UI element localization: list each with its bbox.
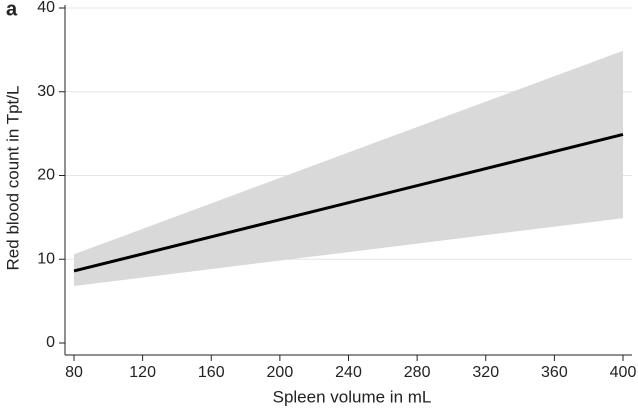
x-axis-label: Spleen volume in mL — [273, 387, 432, 406]
confidence-band — [74, 50, 623, 287]
x-tick-label: 400 — [610, 364, 637, 381]
y-axis-label: Red blood count in Tpt/L — [3, 86, 22, 271]
x-tick-label: 120 — [129, 364, 156, 381]
x-tick-label: 160 — [198, 364, 225, 381]
y-tick-label: 40 — [37, 0, 55, 16]
fit-line — [73, 133, 624, 273]
y-tick-label: 0 — [46, 334, 55, 351]
x-tick-label: 280 — [404, 364, 431, 381]
x-tick-label: 200 — [267, 364, 294, 381]
x-tick-label: 240 — [335, 364, 362, 381]
y-tick-label: 20 — [37, 167, 55, 184]
y-tick-label: 30 — [37, 83, 55, 100]
panel-label: a — [6, 0, 18, 20]
x-tick-label: 80 — [65, 364, 83, 381]
y-tick-label: 10 — [37, 250, 55, 267]
x-tick-label: 360 — [541, 364, 568, 381]
x-tick-label: 320 — [472, 364, 499, 381]
